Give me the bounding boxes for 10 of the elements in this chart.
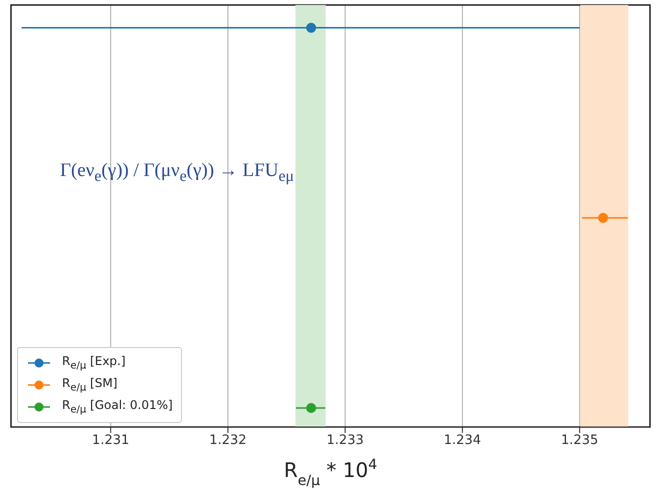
x-tick-label: 1.232: [209, 433, 247, 448]
annotation: Γ(eν$_{e}$(γ)) / Γ(μν$_{e}$(γ)) → LFU$_{eμ}$: [60, 160, 294, 185]
x-tick-label: 1.235: [561, 433, 598, 448]
x-tick-label: 1.234: [444, 433, 482, 448]
legend-label: R$_{e/μ}$ [Exp.]: [62, 354, 126, 372]
x-axis-title: R$_{e/μ}$ * 10$^{4}$: [284, 457, 378, 489]
legend-label: R$_{e/μ}$ [SM]: [62, 376, 118, 394]
x-tick-label: 1.233: [326, 433, 364, 448]
x-tick-label: 1.231: [92, 433, 130, 448]
legend-label: R$_{e/μ}$ [Goal: 0.01%]: [62, 398, 173, 416]
